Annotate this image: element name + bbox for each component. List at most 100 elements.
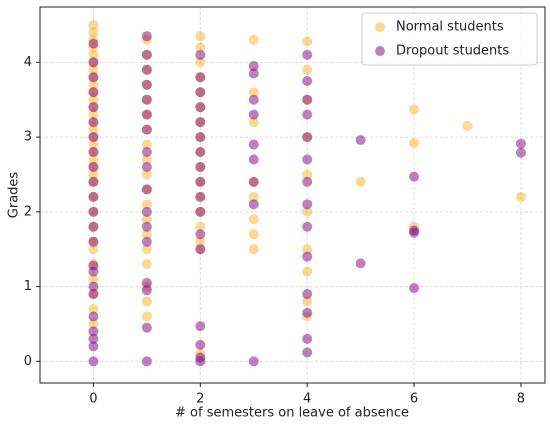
point [248, 109, 259, 120]
point [302, 109, 313, 120]
point [141, 356, 152, 367]
point [141, 296, 152, 307]
point [302, 49, 313, 60]
point [88, 19, 99, 30]
point [141, 49, 152, 60]
point [88, 191, 99, 202]
point [88, 341, 99, 352]
point [302, 36, 313, 47]
point [88, 124, 99, 135]
point [195, 229, 206, 240]
y-tick-label: 1 [24, 279, 32, 294]
point [88, 289, 99, 300]
point [141, 244, 152, 255]
point [409, 171, 420, 182]
point [195, 147, 206, 158]
point [141, 94, 152, 105]
point [141, 277, 152, 288]
point [88, 87, 99, 98]
point [302, 64, 313, 75]
point [302, 221, 313, 232]
point [88, 311, 99, 322]
point [88, 109, 99, 120]
point [88, 161, 99, 172]
point [302, 76, 313, 87]
point [248, 34, 259, 45]
legend-label: Normal students [396, 20, 504, 35]
point [141, 161, 152, 172]
point [88, 27, 99, 38]
point [302, 251, 313, 262]
point [195, 176, 206, 187]
point [302, 154, 313, 165]
point [195, 236, 206, 247]
point [88, 94, 99, 105]
point [88, 49, 99, 60]
point [141, 169, 152, 180]
point [141, 214, 152, 225]
point [248, 229, 259, 240]
point [195, 72, 206, 83]
x-axis-label: # of semesters on leave of absence [175, 406, 409, 421]
point [195, 161, 206, 172]
y-tick-label: 0 [24, 354, 32, 369]
point [88, 79, 99, 90]
point [302, 169, 313, 180]
point [195, 31, 206, 42]
point [88, 169, 99, 180]
point [88, 72, 99, 83]
point [88, 266, 99, 277]
point [88, 326, 99, 337]
point [409, 104, 420, 115]
point [302, 289, 313, 300]
point [88, 236, 99, 247]
point [355, 135, 366, 146]
point [88, 102, 99, 113]
point [195, 49, 206, 60]
point [141, 64, 152, 75]
point [195, 356, 206, 367]
point [195, 206, 206, 217]
point [248, 68, 259, 79]
point [248, 154, 259, 165]
point [302, 333, 313, 344]
point [355, 258, 366, 269]
point [88, 117, 99, 128]
point [141, 236, 152, 247]
point [248, 87, 259, 98]
point [141, 221, 152, 232]
point [141, 154, 152, 165]
point [88, 154, 99, 165]
point [141, 259, 152, 270]
point [141, 322, 152, 333]
point [88, 356, 99, 367]
point [248, 199, 259, 210]
point [141, 124, 152, 135]
y-tick-label: 3 [24, 130, 32, 145]
point [88, 57, 99, 68]
x-tick-label: 2 [196, 392, 204, 407]
point [141, 311, 152, 322]
point [141, 184, 152, 195]
point [195, 339, 206, 350]
x-tick-label: 8 [517, 392, 525, 407]
point [88, 244, 99, 255]
point [195, 321, 206, 332]
legend-box [361, 12, 538, 66]
point [141, 147, 152, 158]
point [141, 31, 152, 42]
point [88, 274, 99, 285]
point [195, 117, 206, 128]
point [195, 102, 206, 113]
point [302, 307, 313, 318]
x-tick-label: 0 [89, 392, 97, 407]
point [515, 147, 526, 158]
point [409, 283, 420, 294]
point [248, 176, 259, 187]
point [195, 132, 206, 143]
point [302, 347, 313, 358]
point [355, 176, 366, 187]
point [141, 229, 152, 240]
point [409, 227, 420, 238]
